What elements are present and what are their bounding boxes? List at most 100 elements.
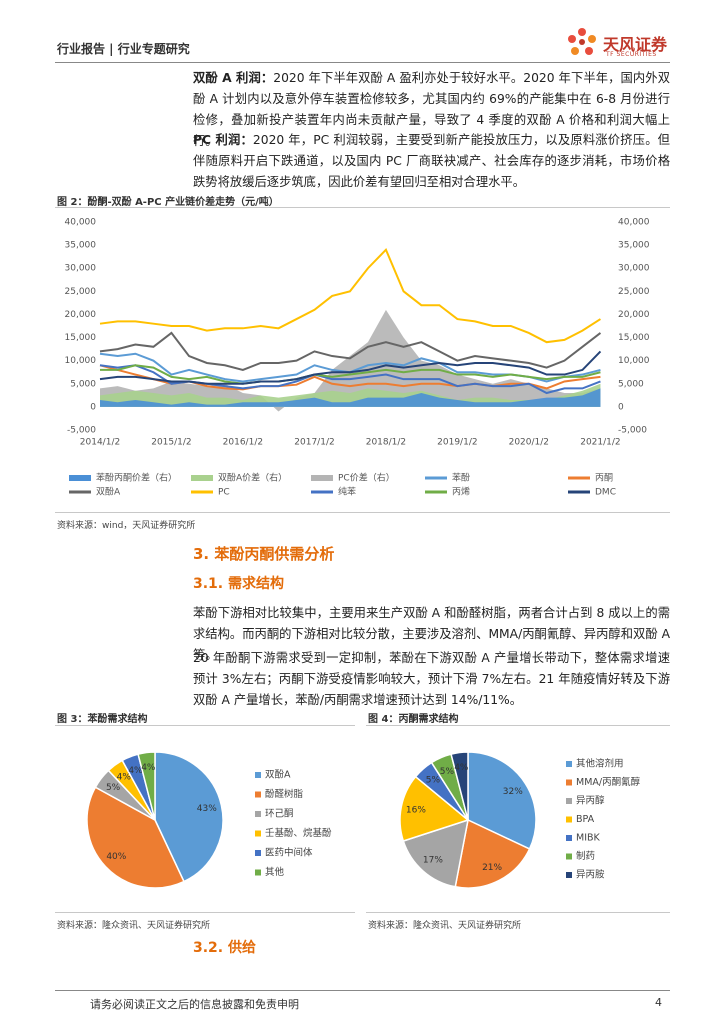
footer-text: 请务必阅读正文之后的信息披露和免责申明 <box>90 998 299 1011</box>
source: 资料来源：隆众资讯、天风证券研究所 <box>57 921 211 931</box>
area <box>100 388 601 407</box>
y-tick-label: -5,000 <box>618 426 647 436</box>
legend-swatch <box>566 798 572 804</box>
y-tick-label: 25,000 <box>618 287 650 297</box>
y-tick-label: 5,000 <box>70 379 96 389</box>
legend-swatch <box>566 872 572 878</box>
line <box>99 350 602 385</box>
legend-label: 纯苯 <box>338 486 356 498</box>
y-tick-label: 10,000 <box>618 356 650 366</box>
y-tick-label: 15,000 <box>65 333 97 343</box>
legend-swatch <box>255 830 261 837</box>
y-tick-label: -5,000 <box>67 426 96 436</box>
rule <box>366 912 670 913</box>
slice-label: 5% <box>426 776 441 786</box>
slice-label: 21% <box>482 863 502 873</box>
y-tick-label: 20,000 <box>65 310 97 320</box>
area <box>100 383 601 407</box>
x-tick-label: 2016/1/2 <box>223 438 263 448</box>
pie-chart: 43% 双酚A 40% 酚醛树脂 5% 环己酮 4% 壬基酚、烷基酚 4% 医药中间体 4% 其他 <box>86 751 332 889</box>
slice-label: 43% <box>197 804 217 814</box>
source: 资料来源：隆众资讯、天风证券研究所 <box>368 921 522 931</box>
line <box>99 247 601 344</box>
footer-rule <box>55 990 670 991</box>
logo-en: TF SECURITIES <box>606 51 657 58</box>
line <box>100 364 601 385</box>
legend-swatch <box>69 475 91 481</box>
legend-label: 环己酮 <box>265 809 294 820</box>
legend-label: 异丙醇 <box>576 795 605 807</box>
line <box>99 331 602 371</box>
legend-swatch <box>255 850 261 856</box>
slice-label: 5% <box>106 783 121 793</box>
legend-swatch <box>255 869 261 876</box>
legend-label: MIBK <box>576 833 601 844</box>
legend-label: BPA <box>576 814 595 825</box>
slice <box>137 751 156 821</box>
slice <box>154 751 224 883</box>
slice-label: 4% <box>128 766 143 776</box>
legend-label: 丙烯 <box>452 486 470 498</box>
legend-label: PC价差（右） <box>338 472 395 484</box>
paragraph: PC 利润：2020 年，PC 利润较弱，主要受到新产能投放压力，以及原料涨价挤… <box>193 130 670 193</box>
legend-swatch <box>311 475 333 481</box>
x-tick-label: 2018/1/2 <box>366 438 406 448</box>
x-tick-label: 2019/1/2 <box>437 438 477 448</box>
legend-label: 其他溶剂用 <box>576 758 624 770</box>
y-tick-label: 40,000 <box>618 218 650 228</box>
slice-label: 4% <box>117 773 132 783</box>
y-tick-label: 0 <box>90 402 96 412</box>
header-title: 行业报告 | 行业专题研究 <box>57 42 190 56</box>
slice <box>399 775 470 842</box>
slice-label: 32% <box>503 787 523 797</box>
slice-label: 17% <box>423 855 443 865</box>
caption: 图 3：苯酚需求结构 <box>57 714 148 725</box>
slice-label: 16% <box>406 806 426 816</box>
legend-label: 丙酮 <box>595 473 613 484</box>
rule <box>55 912 355 913</box>
legend-swatch <box>191 475 213 481</box>
y-tick-label: 25,000 <box>65 287 97 297</box>
line-chart: -5,000 0 5,000 10,000 15,000 20,000 25,000 30,0… <box>65 218 650 498</box>
y-tick-label: 0 <box>618 402 624 412</box>
x-tick-label: 2015/1/2 <box>151 438 191 448</box>
y-tick-label: 20,000 <box>618 310 650 320</box>
x-tick-label: 2020/1/2 <box>509 438 549 448</box>
y-tick-label: 35,000 <box>618 241 650 251</box>
slice-label: 5% <box>440 767 455 777</box>
paragraph: 苯酚下游相对比较集中，主要用来生产双酚 A 和酚醛树脂，两者合计占到 8 成以上… <box>193 603 670 666</box>
legend-label: 苯酚 <box>452 472 470 484</box>
slice <box>402 818 469 888</box>
lead: PC 利润： <box>193 133 253 147</box>
legend-label: 其他 <box>265 866 285 878</box>
legend-label: 异丙胺 <box>576 869 605 881</box>
legend-label: PC <box>218 488 230 498</box>
legend-label: 双酚A价差（右） <box>218 472 287 484</box>
y-tick-label: 30,000 <box>618 264 650 274</box>
legend-swatch <box>255 811 261 817</box>
x-tick-label: 2014/1/2 <box>80 438 120 448</box>
page-number: 4 <box>655 996 662 1009</box>
text: 2020 年下半年双酚 A 盈利亦处于较好水平。2020 年下半年，国内外双酚 … <box>193 71 670 148</box>
x-tick-label: 2017/1/2 <box>294 438 334 448</box>
legend-label: 医药中间体 <box>265 847 313 859</box>
paragraph: 双酚 A 利润：2020 年下半年双酚 A 盈利亦处于较好水平。2020 年下半… <box>193 68 670 152</box>
header-rule <box>55 62 670 63</box>
source: 资料来源：wind，天风证券研究所 <box>57 521 196 531</box>
y-tick-label: 10,000 <box>65 356 97 366</box>
rule <box>55 512 670 513</box>
legend-swatch <box>566 761 572 767</box>
rule <box>55 207 670 208</box>
caption: 图 2：酚酮-双酚 A-PC 产业链价差走势（元/吨） <box>57 197 279 208</box>
slice <box>450 751 469 821</box>
text: 苯酚下游相对比较集中，主要用来生产双酚 A 和酚醛树脂，两者合计占到 8 成以上… <box>193 606 670 662</box>
heading: 3.1. 需求结构 <box>193 576 284 592</box>
slice <box>454 818 531 889</box>
y-tick-label: 15,000 <box>618 333 650 343</box>
slice <box>467 751 537 850</box>
legend-swatch <box>566 853 572 860</box>
legend-label: MMA/丙酮氰醇 <box>576 776 641 788</box>
legend-label: 酚醛树脂 <box>265 788 304 800</box>
logo-text: 天风证券 <box>603 35 668 54</box>
